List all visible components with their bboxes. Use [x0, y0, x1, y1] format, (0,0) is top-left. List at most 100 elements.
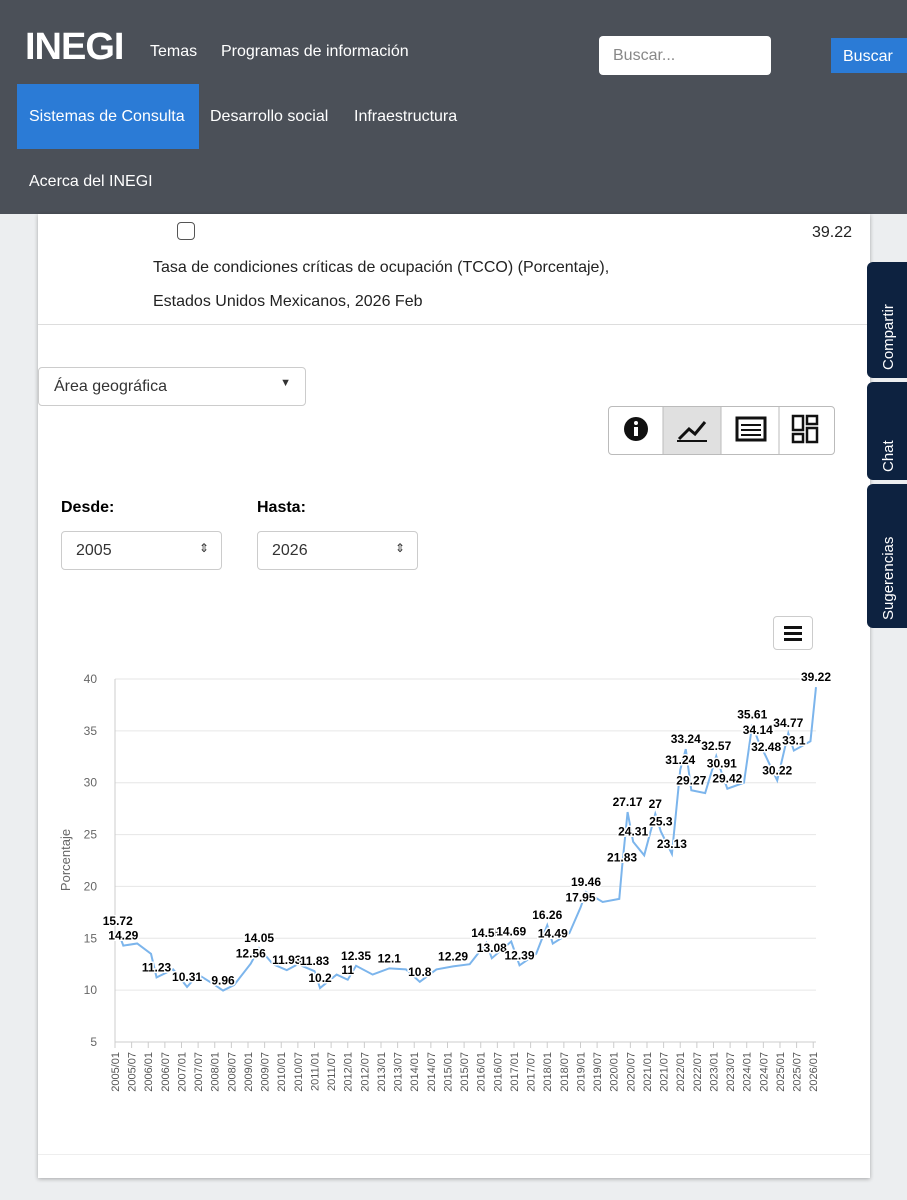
y-tick-label: 15: [84, 931, 98, 945]
x-tick-label: 2006/07: [160, 1052, 172, 1092]
data-label: 31.24: [665, 753, 695, 767]
nav-item[interactable]: Temas: [150, 43, 198, 60]
y-tick-label: 20: [84, 879, 98, 893]
data-label: 14.05: [244, 931, 274, 945]
from-value: 2005: [76, 542, 112, 559]
nav-item[interactable]: Programas de información: [221, 43, 409, 60]
data-label: 19.46: [571, 875, 601, 889]
data-label: 34.77: [773, 716, 803, 730]
x-tick-label: 2017/01: [509, 1052, 521, 1092]
data-label: 27.17: [613, 795, 643, 809]
data-label: 30.22: [762, 763, 792, 777]
line: [116, 686, 817, 992]
x-tick-label: 2016/07: [492, 1052, 504, 1092]
data-label: 11.83: [300, 954, 330, 968]
view-icons[interactable]: [609, 407, 834, 454]
nav-item[interactable]: Infraestructura: [354, 108, 458, 125]
x-tick-label: 2010/01: [276, 1052, 288, 1092]
data-label: 29.27: [676, 773, 706, 787]
data-label: 11.23: [142, 960, 172, 974]
data-label: 34.14: [743, 723, 773, 737]
data-label: 35.61: [737, 708, 767, 722]
data-label: 14.55: [471, 926, 501, 940]
nav-item[interactable]: Acerca del INEGI: [29, 173, 153, 190]
x-tick-label: 2025/07: [792, 1052, 804, 1092]
x-tick-label: 2007/07: [193, 1052, 205, 1092]
data-label: 30.91: [707, 756, 737, 770]
x-tick-label: 2023/07: [725, 1052, 737, 1092]
search-button[interactable]: Buscar: [831, 38, 907, 73]
tab-label: Compartir: [880, 304, 897, 370]
logo[interactable]: INEGI: [25, 26, 124, 68]
from-select[interactable]: 2005 ⇕: [61, 531, 222, 570]
area-label: Área geográfica: [54, 378, 167, 395]
x-tick-label: 2021/01: [642, 1052, 654, 1092]
data-label: 39.22: [801, 670, 831, 684]
y-axis-label: Porcentaje: [58, 829, 73, 891]
data-label: 14.69: [496, 925, 526, 939]
data-label: 12.29: [438, 949, 468, 963]
side-tab[interactable]: Chat: [867, 382, 907, 480]
nav-active: [17, 84, 199, 149]
y-tick-label: 25: [84, 828, 98, 842]
x-tick-label: 2013/07: [393, 1052, 405, 1092]
x-tick-label: 2006/01: [143, 1052, 155, 1092]
x-tick-label: 2014/01: [409, 1052, 421, 1092]
data-label: 11.93: [272, 953, 302, 967]
checkbox[interactable]: [177, 222, 195, 240]
x-tick-label: 2007/01: [176, 1052, 188, 1092]
data-label: 16.26: [532, 908, 562, 922]
data-label: 10.31: [172, 970, 202, 984]
data-label: 12.39: [505, 948, 535, 962]
data-label: 10.8: [408, 965, 432, 979]
data-label: 12.56: [236, 947, 266, 961]
data-label: 9.96: [211, 974, 235, 988]
header: INEGI Temas Programas de información Sis…: [0, 0, 907, 214]
y-tick-label: 30: [84, 776, 98, 790]
nav-item[interactable]: Sistemas de Consulta: [29, 108, 185, 125]
data-label: 33.1: [782, 734, 806, 748]
x-tick-label: 2011/07: [326, 1052, 338, 1091]
card: 39.22 Tasa de condiciones críticas de oc…: [38, 214, 870, 1178]
x-tick-label: 2022/07: [692, 1052, 704, 1092]
x-tick-label: 2013/01: [376, 1052, 388, 1092]
data-label: 23.13: [657, 837, 687, 851]
area-select[interactable]: Área geográfica ▼: [38, 367, 306, 406]
from-label: Desde:: [61, 499, 115, 516]
side-tab[interactable]: Sugerencias: [867, 484, 907, 628]
data-label: 32.57: [701, 739, 731, 753]
x-tick-label: 2020/01: [609, 1052, 621, 1092]
data-label: 33.24: [671, 732, 701, 746]
data-label: 12.35: [341, 949, 371, 963]
side-tab[interactable]: Compartir: [867, 262, 907, 378]
x-tick-label: 2026/01: [808, 1052, 820, 1092]
x-tick-label: 2012/01: [343, 1052, 355, 1092]
x-tick-label: 2011/01: [309, 1052, 321, 1091]
nav-item[interactable]: Desarrollo social: [210, 108, 329, 125]
divider: [38, 1154, 870, 1155]
y-tick-label: 10: [84, 983, 98, 997]
data-label: 24.31: [618, 825, 648, 839]
data-label: 15.72: [103, 914, 133, 928]
y-tick-label: 40: [84, 672, 98, 686]
x-tick-label: 2008/07: [226, 1052, 238, 1092]
x-tick-label: 2014/07: [426, 1052, 438, 1092]
data-label: 14.49: [538, 927, 568, 941]
tab-label: Chat: [880, 440, 897, 472]
data-label: 29.42: [712, 772, 742, 786]
x-tick-label: 2009/01: [243, 1052, 255, 1092]
x-tick-label: 2017/07: [526, 1052, 538, 1092]
x-tick-label: 2021/07: [659, 1052, 671, 1092]
x-tick-label: 2019/01: [575, 1052, 587, 1092]
chart-menu[interactable]: [773, 616, 813, 650]
search-input[interactable]: Buscar...: [599, 36, 771, 75]
x-tick-label: 2020/07: [625, 1052, 637, 1092]
x-tick-label: 2024/07: [758, 1052, 770, 1092]
x-tick-label: 2008/01: [210, 1052, 222, 1092]
data-label: 27: [649, 797, 663, 811]
to-select[interactable]: 2026 ⇕: [257, 531, 418, 570]
indicator-desc: Estados Unidos Mexicanos, 2026 Feb: [153, 293, 423, 310]
to-value: 2026: [272, 542, 308, 559]
x-tick-label: 2022/01: [675, 1052, 687, 1092]
data-label: 32.48: [751, 740, 781, 754]
